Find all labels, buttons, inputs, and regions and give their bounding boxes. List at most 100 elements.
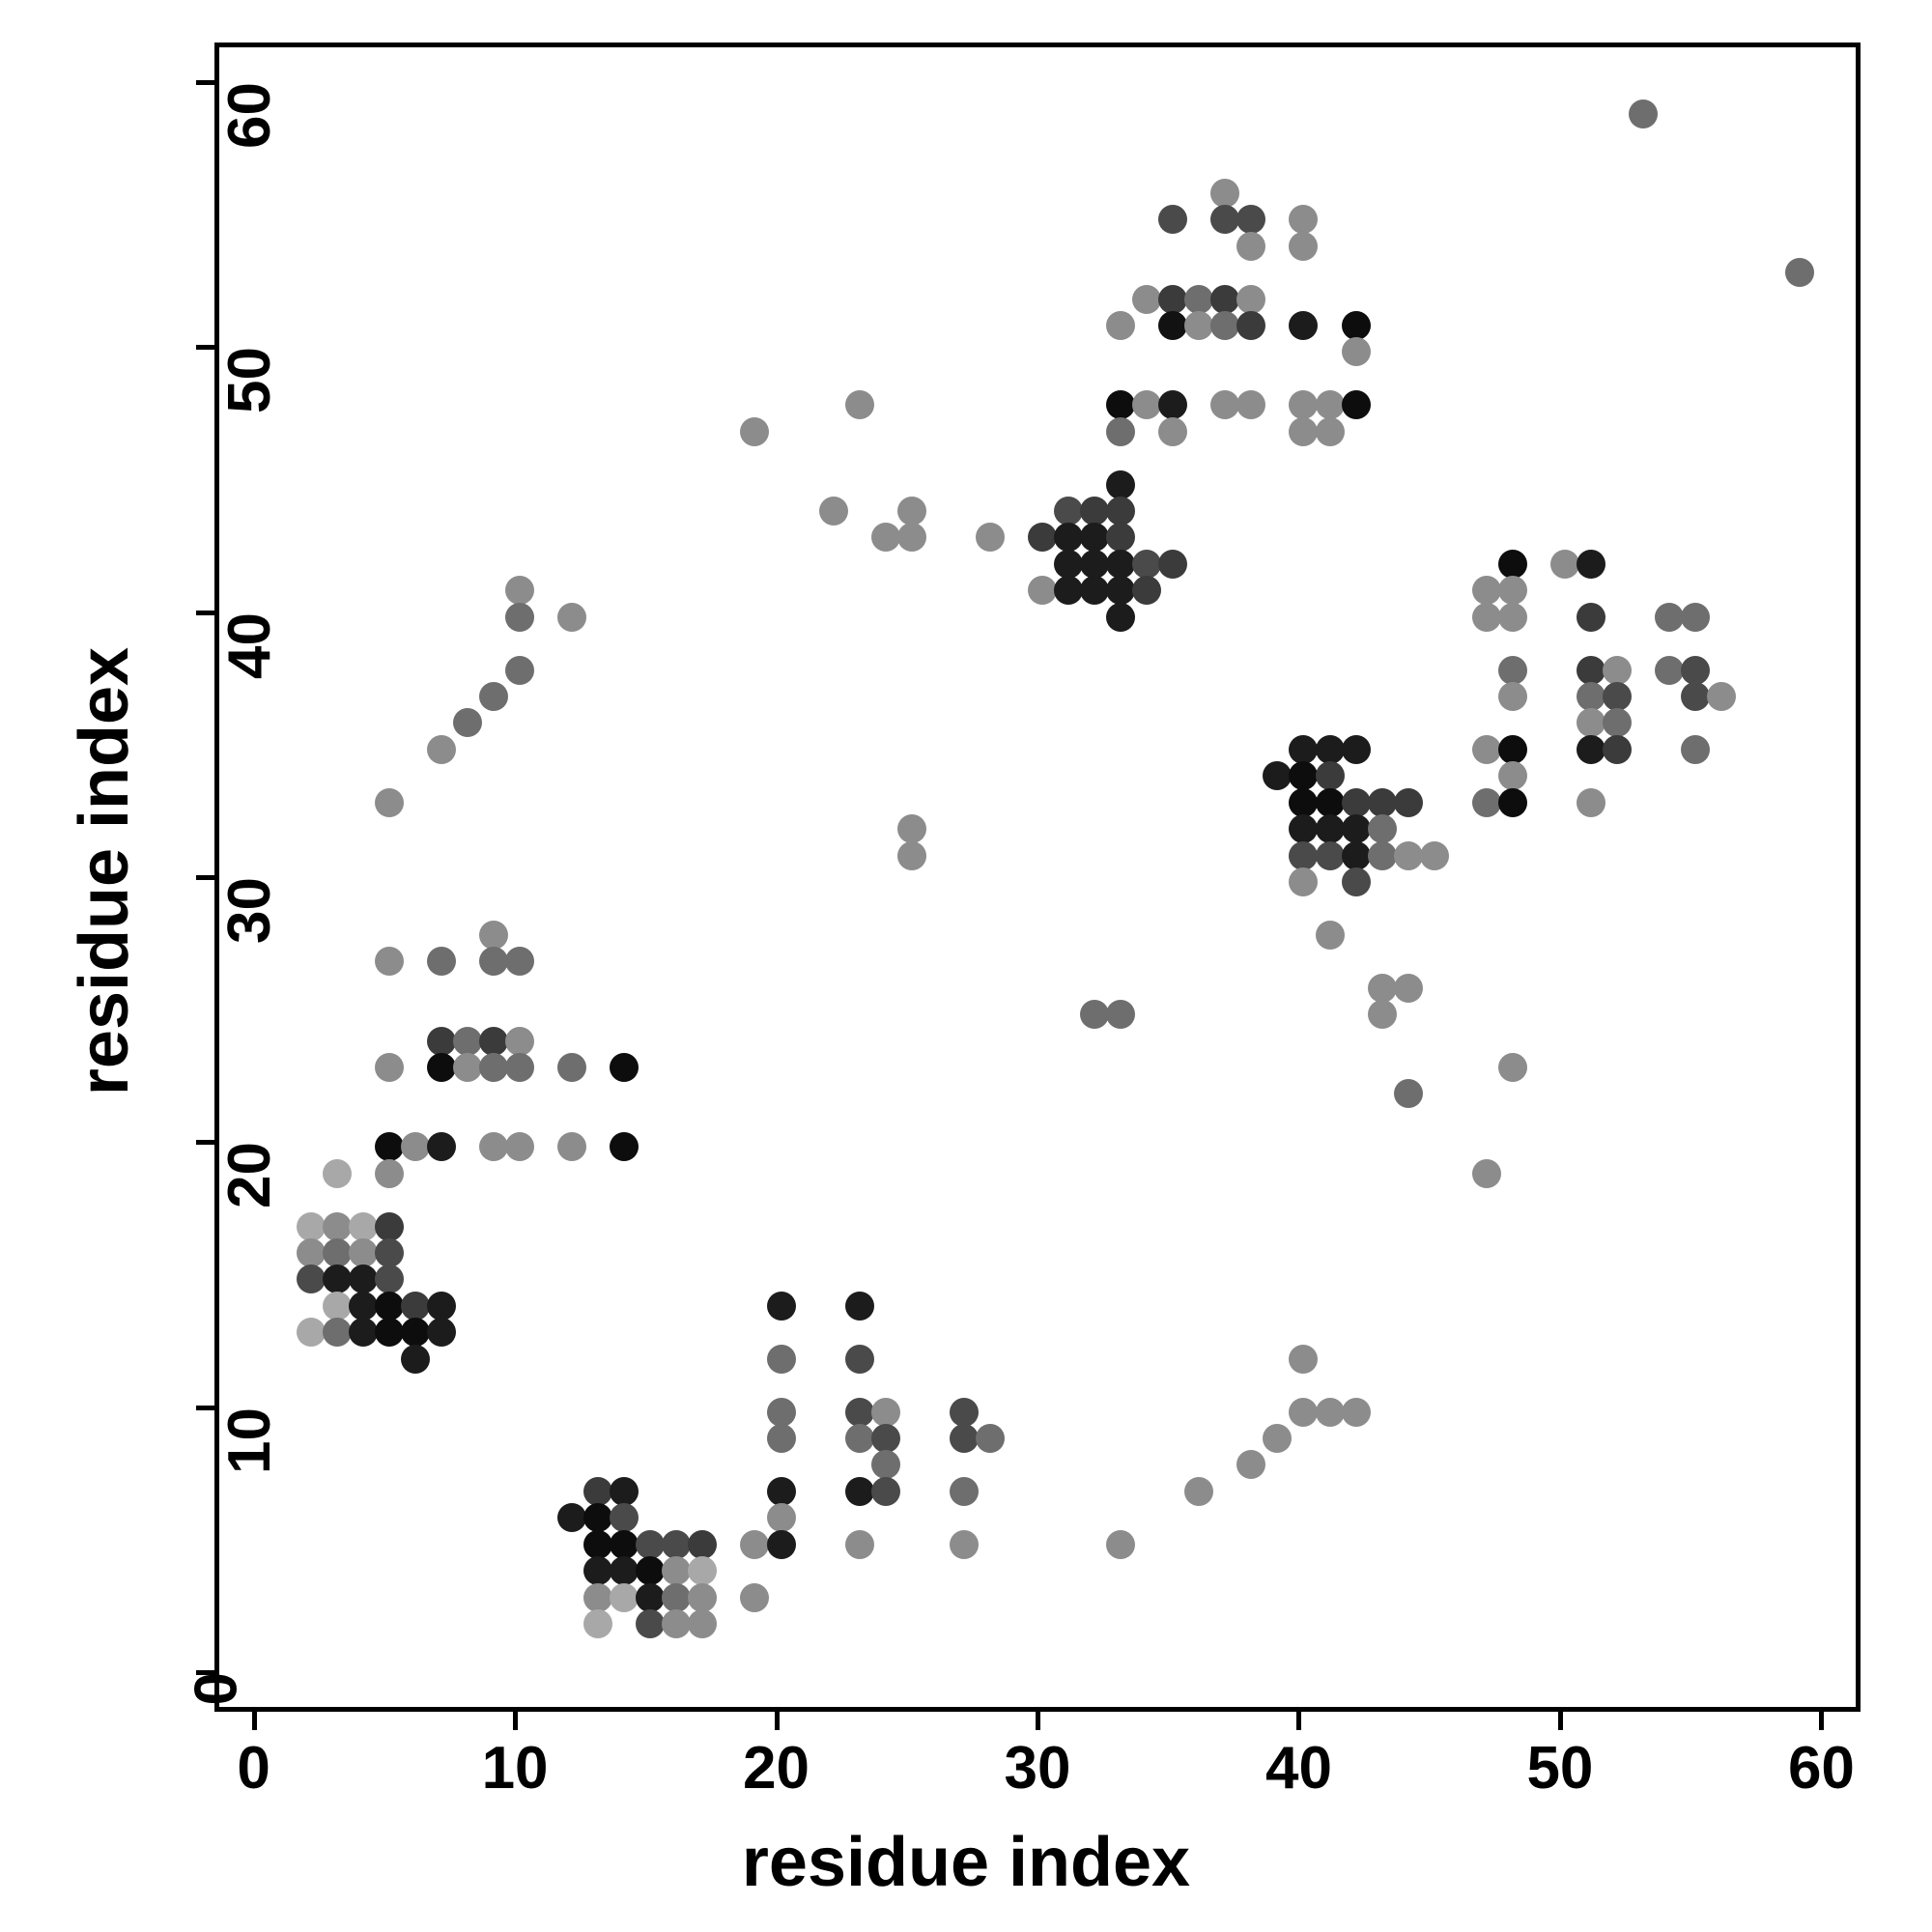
scatter-point xyxy=(766,1529,796,1559)
scatter-point xyxy=(1132,284,1162,314)
y-axis-tick xyxy=(196,875,214,880)
scatter-point xyxy=(870,1424,900,1453)
scatter-point xyxy=(949,1397,979,1427)
scatter-point xyxy=(1315,761,1345,791)
scatter-point xyxy=(479,682,508,711)
y-axis-tick xyxy=(196,610,214,615)
scatter-point xyxy=(1393,973,1423,1003)
scatter-point xyxy=(1158,284,1188,314)
scatter-point xyxy=(766,1424,796,1453)
scatter-point xyxy=(896,840,926,870)
scatter-point xyxy=(1471,576,1501,606)
y-axis-tick xyxy=(196,1669,214,1675)
scatter-point xyxy=(1132,576,1162,606)
scatter-point xyxy=(1080,523,1110,553)
scatter-point xyxy=(662,1529,692,1559)
scatter-point xyxy=(844,390,874,420)
scatter-point xyxy=(1367,840,1397,870)
scatter-point xyxy=(636,1529,666,1559)
scatter-point xyxy=(557,1132,587,1162)
scatter-point xyxy=(374,1211,404,1241)
scatter-point xyxy=(1080,1000,1110,1030)
y-axis-tick-label: 0 xyxy=(183,1671,250,1706)
scatter-point xyxy=(479,1132,508,1162)
x-axis-tick xyxy=(251,1712,257,1730)
scatter-point xyxy=(557,602,587,632)
y-axis-tick xyxy=(196,345,214,351)
scatter-point xyxy=(1471,602,1501,632)
scatter-point xyxy=(1367,814,1397,844)
scatter-point xyxy=(1315,920,1345,950)
scatter-point xyxy=(479,947,508,977)
scatter-point xyxy=(1341,337,1371,367)
scatter-point xyxy=(1054,497,1084,526)
scatter-point xyxy=(949,1529,979,1559)
scatter-point xyxy=(583,1556,613,1586)
scatter-point xyxy=(426,1291,456,1321)
scatter-point xyxy=(1158,416,1188,446)
scatter-point xyxy=(1577,734,1605,764)
scatter-point xyxy=(1289,867,1319,896)
scatter-point xyxy=(1367,787,1397,817)
scatter-point xyxy=(322,1238,352,1267)
scatter-point xyxy=(1289,311,1319,340)
scatter-plot-area xyxy=(219,47,1856,1707)
scatter-point xyxy=(1497,549,1527,579)
scatter-point xyxy=(426,1132,456,1162)
scatter-point xyxy=(1236,231,1266,261)
scatter-point xyxy=(505,602,535,632)
scatter-point xyxy=(1577,682,1605,711)
scatter-point xyxy=(1106,469,1136,499)
scatter-point xyxy=(766,1476,796,1506)
scatter-point xyxy=(479,1053,508,1082)
scatter-point xyxy=(296,1318,326,1348)
scatter-point xyxy=(374,1264,404,1294)
scatter-point xyxy=(505,1132,535,1162)
scatter-point xyxy=(818,497,848,526)
scatter-point xyxy=(766,1344,796,1374)
scatter-point xyxy=(1106,1000,1136,1030)
scatter-point xyxy=(688,1529,718,1559)
scatter-point xyxy=(1315,416,1345,446)
scatter-point xyxy=(1158,549,1188,579)
scatter-point xyxy=(505,947,535,977)
scatter-point xyxy=(1471,1158,1501,1188)
scatter-point xyxy=(1289,814,1319,844)
scatter-point xyxy=(479,920,508,950)
scatter-point xyxy=(1629,99,1659,128)
scatter-point xyxy=(583,1582,613,1612)
scatter-point xyxy=(322,1318,352,1348)
scatter-point xyxy=(975,523,1005,553)
scatter-point xyxy=(1655,602,1685,632)
y-axis-tick-label: 20 xyxy=(215,1142,283,1209)
scatter-point xyxy=(1106,1529,1136,1559)
scatter-point xyxy=(1132,549,1162,579)
scatter-point xyxy=(1158,390,1188,420)
x-axis-tick xyxy=(1036,1712,1040,1730)
scatter-point xyxy=(374,1158,404,1188)
scatter-point xyxy=(688,1609,718,1638)
scatter-point xyxy=(374,1238,404,1267)
scatter-point xyxy=(870,523,900,553)
x-axis-tick-label: 40 xyxy=(1264,1735,1332,1802)
scatter-point xyxy=(1289,1344,1319,1374)
scatter-point xyxy=(1341,390,1371,420)
scatter-point xyxy=(296,1211,326,1241)
scatter-point xyxy=(322,1158,352,1188)
scatter-point xyxy=(1681,682,1711,711)
scatter-point xyxy=(322,1211,352,1241)
scatter-point xyxy=(662,1556,692,1586)
scatter-point xyxy=(949,1476,979,1506)
scatter-point xyxy=(610,1053,639,1082)
y-axis-tick-label: 10 xyxy=(215,1406,283,1474)
scatter-point xyxy=(766,1397,796,1427)
scatter-point xyxy=(1315,1397,1345,1427)
scatter-point xyxy=(1471,734,1501,764)
scatter-point xyxy=(557,1503,587,1533)
scatter-point xyxy=(610,1132,639,1162)
scatter-point xyxy=(426,1318,456,1348)
scatter-point xyxy=(479,1026,508,1056)
scatter-point xyxy=(505,576,535,606)
scatter-point xyxy=(844,1397,874,1427)
scatter-point xyxy=(322,1264,352,1294)
